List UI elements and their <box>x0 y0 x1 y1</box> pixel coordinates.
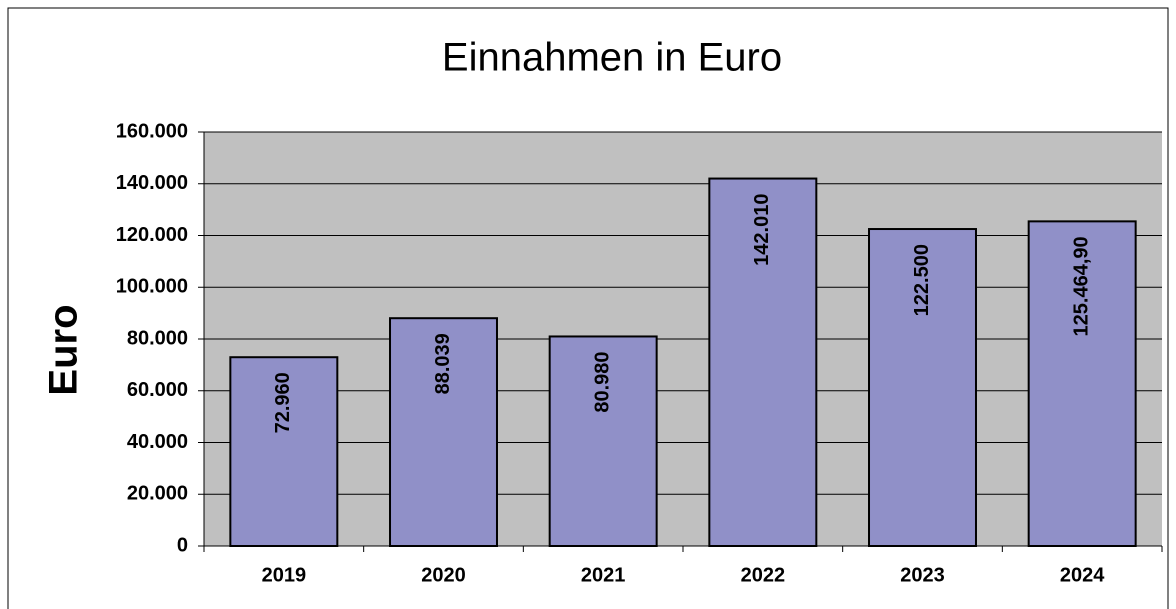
bar <box>1027 220 1137 548</box>
y-axis-title: Euro <box>42 304 86 395</box>
y-tick-label: 100.000 <box>116 276 188 298</box>
x-tick-label: 2022 <box>741 564 786 586</box>
data-label: 88.039 <box>432 333 454 394</box>
x-tick-label: 2024 <box>1060 564 1105 586</box>
x-tick-label: 2021 <box>581 564 626 586</box>
bar <box>548 335 658 548</box>
y-tick-label: 0 <box>177 534 188 556</box>
bar <box>868 228 977 547</box>
y-tick-label: 40.000 <box>127 431 188 453</box>
y-tick-label: 60.000 <box>127 379 188 401</box>
data-label: 72.960 <box>272 372 294 433</box>
data-label: 125.464,90 <box>1070 236 1092 336</box>
chart-title: Einnahmen in Euro <box>442 36 782 80</box>
bar <box>389 317 498 548</box>
y-tick-label: 80.000 <box>127 327 188 349</box>
y-tick-label: 120.000 <box>116 224 188 246</box>
y-tick-label: 160.000 <box>116 120 188 142</box>
data-label: 80.980 <box>591 351 613 412</box>
x-tick-label: 2023 <box>900 564 945 586</box>
y-tick-label: 20.000 <box>127 483 188 505</box>
x-tick-label: 2019 <box>262 564 307 586</box>
data-label: 142.010 <box>751 194 773 266</box>
x-tick-label: 2020 <box>421 564 466 586</box>
data-label: 122.500 <box>911 244 933 316</box>
bar <box>708 177 818 547</box>
y-tick-label: 140.000 <box>116 172 188 194</box>
bar <box>229 356 339 547</box>
